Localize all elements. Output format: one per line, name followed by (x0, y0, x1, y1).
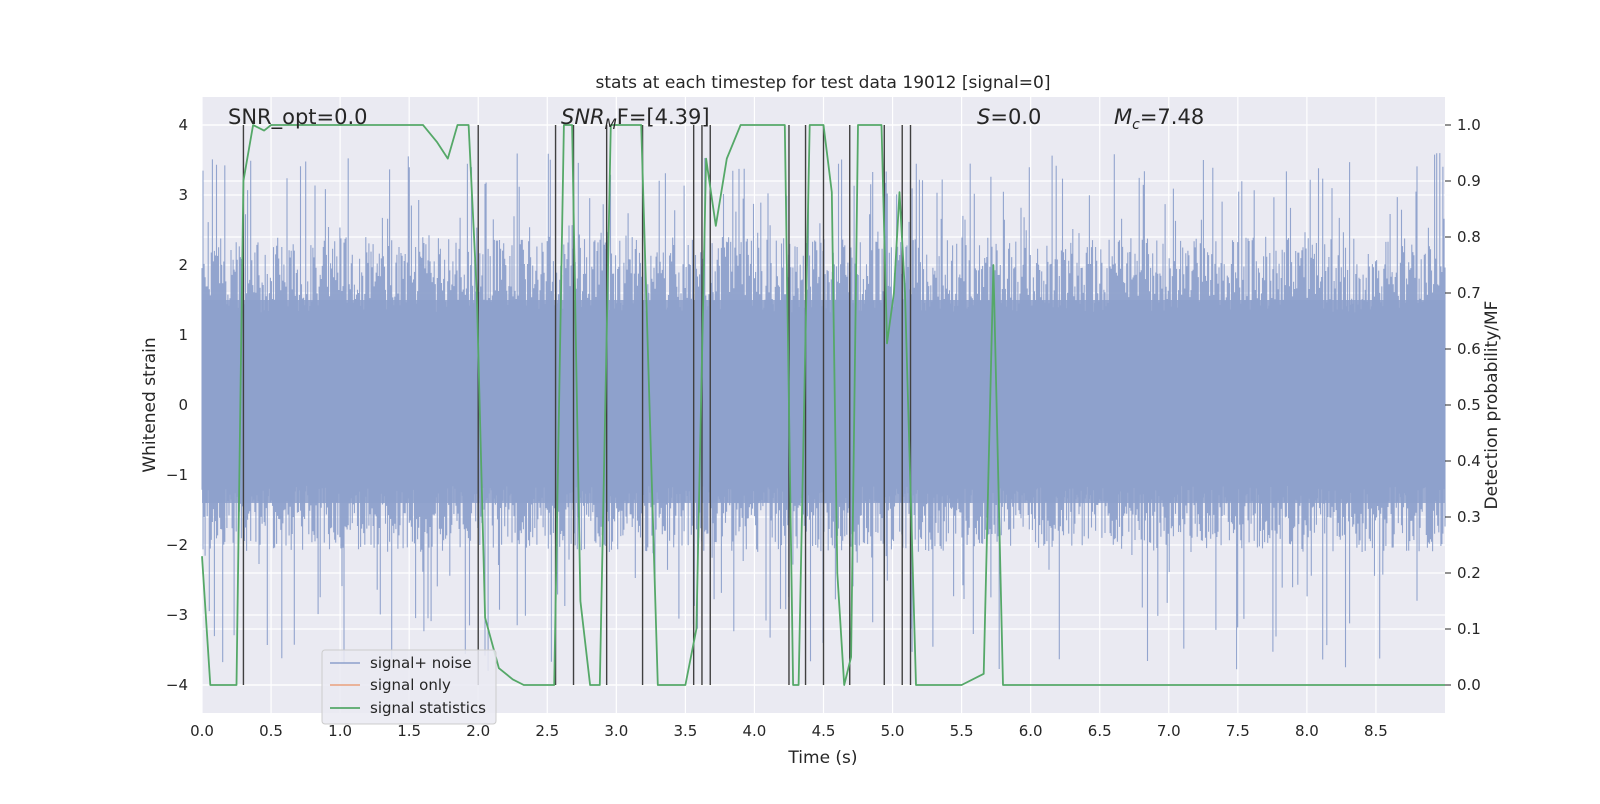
annotation-mc-value: =7.48 (1140, 105, 1204, 129)
x-tick-label: 1.0 (328, 722, 352, 740)
x-tick-label: 0.5 (259, 722, 283, 740)
x-tick-label: 4.5 (812, 722, 836, 740)
y-right-tick-label: 0.1 (1457, 620, 1481, 638)
y-right-tick-label: 0.5 (1457, 396, 1481, 414)
y-right-tick-label: 0.4 (1457, 452, 1481, 470)
y-right-tick-label: 0.8 (1457, 228, 1481, 246)
x-tick-label: 5.0 (881, 722, 905, 740)
x-tick-label: 5.5 (950, 722, 974, 740)
legend-label-noise: signal+ noise (370, 654, 472, 672)
y-right-tick-label: 1.0 (1457, 116, 1481, 134)
legend-box (321, 649, 497, 725)
tick-labels: 0.0 0.5 1.0 1.5 2.0 2.5 3.0 3.5 4.0 4.5 5.0 5.5 6.0 6… (166, 116, 1481, 740)
y-right-tick-label: 0.0 (1457, 676, 1481, 694)
y-left-tick-label: 4 (178, 116, 188, 134)
y-right-tick-label: 0.9 (1457, 172, 1481, 190)
y-left-tick-label: 3 (178, 186, 188, 204)
x-tick-label: 7.5 (1226, 722, 1250, 740)
legend-label-statistics: signal statistics (370, 699, 486, 717)
x-tick-label: 2.5 (535, 722, 559, 740)
x-tick-label: 8.5 (1364, 722, 1388, 740)
annotation-s-symbol: S (977, 105, 990, 129)
annotation-snr-mf: SNRMF=[4.39] (561, 105, 710, 133)
y-left-tick-label: 2 (178, 256, 188, 274)
x-tick-label: 7.0 (1157, 722, 1181, 740)
statistics-series (201, 124, 1445, 686)
annotation-snr-opt: SNR_opt=0.0 (228, 105, 368, 130)
annotation-mc-symbol: M (1114, 105, 1132, 129)
annotation-s-value: =0.0 (990, 105, 1041, 129)
annotation-mc: Mc=7.48 (1114, 105, 1204, 133)
annotation-s: S=0.0 (977, 105, 1041, 129)
annotation-snr-mf-symbol: SNR (561, 105, 605, 129)
y-left-tick-label: −2 (166, 536, 188, 554)
x-tick-label: 6.0 (1019, 722, 1043, 740)
y-axis-label-left: Whitened strain (140, 337, 160, 472)
y-right-tick-label: 0.2 (1457, 564, 1481, 582)
annotation-snr-mf-subscript: M (605, 117, 617, 133)
y-left-tick-label: −1 (166, 466, 188, 484)
statistics-line (201, 124, 1445, 686)
x-tick-label: 2.0 (466, 722, 490, 740)
y-left-tick-label: 0 (178, 396, 188, 414)
chart-title: stats at each timestep for test data 190… (596, 73, 1051, 93)
legend: signal+ noise signal only signal statist… (321, 649, 497, 725)
y-axis-label-right: Detection probability/MF (1482, 301, 1502, 510)
y-left-tick-label: −4 (166, 676, 188, 694)
x-axis-label: Time (s) (787, 748, 857, 768)
x-tick-label: 4.0 (743, 722, 767, 740)
x-tick-label: 0.0 (190, 722, 214, 740)
y-right-tick-label: 0.6 (1457, 340, 1481, 358)
y-right-tick-label: 0.7 (1457, 284, 1481, 302)
y-right-tick-label: 0.3 (1457, 508, 1481, 526)
x-tick-label: 3.5 (673, 722, 697, 740)
x-tick-label: 3.0 (604, 722, 628, 740)
x-tick-label: 6.5 (1088, 722, 1112, 740)
annotation-mc-subscript: c (1132, 117, 1140, 133)
y-left-tick-label: 1 (178, 326, 188, 344)
x-tick-label: 1.5 (397, 722, 421, 740)
x-tick-label: 8.0 (1295, 722, 1319, 740)
y-left-tick-label: −3 (166, 606, 188, 624)
legend-label-signal: signal only (370, 676, 451, 694)
annotation-snr-mf-value: F=[4.39] (617, 105, 710, 129)
